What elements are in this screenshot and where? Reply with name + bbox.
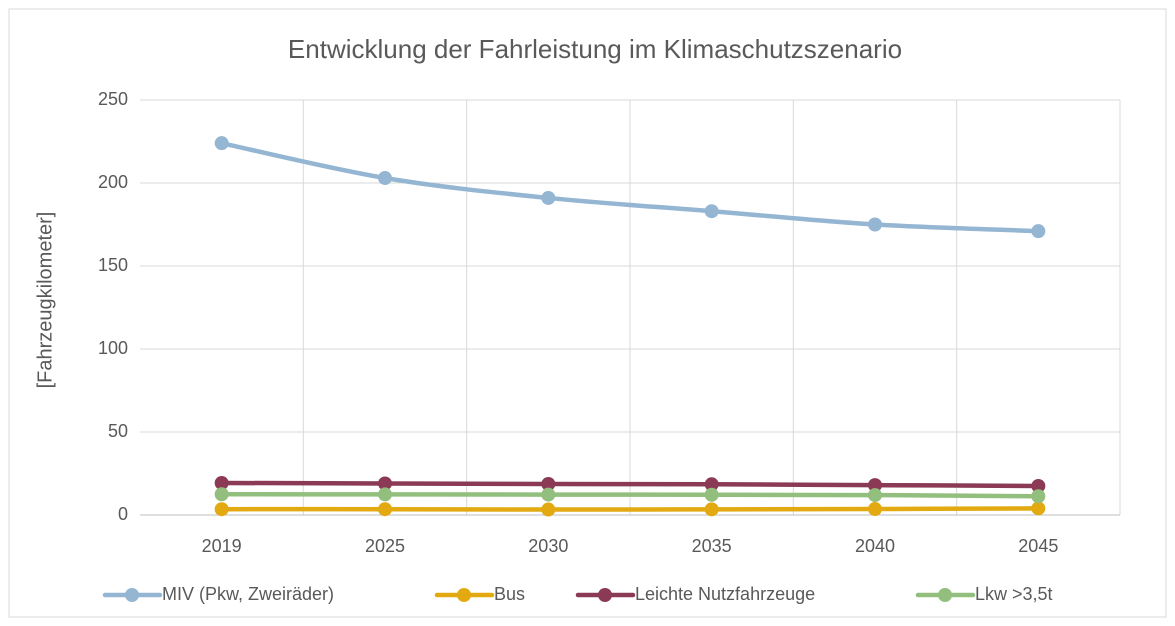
marker — [378, 171, 392, 186]
marker — [378, 487, 392, 502]
legend-marker — [125, 588, 139, 602]
x-tick-label: 2019 — [202, 536, 242, 556]
x-tick-label: 2030 — [528, 536, 568, 556]
legend-label: Lkw >3,5t — [975, 584, 1053, 604]
marker — [541, 190, 556, 205]
y-tick-label: 50 — [108, 421, 128, 441]
x-tick-label: 2025 — [365, 536, 405, 556]
marker — [868, 478, 882, 493]
marker — [214, 502, 229, 517]
marker — [1031, 478, 1046, 493]
chart-frame — [8, 8, 1167, 618]
marker — [541, 487, 556, 502]
legend-label: Leichte Nutzfahrzeuge — [635, 584, 815, 604]
marker — [378, 476, 392, 491]
x-tick-label: 2035 — [692, 536, 732, 556]
series-line — [219, 506, 1041, 512]
chart-title: Entwicklung der Fahrleistung im Klimasch… — [288, 34, 902, 64]
legend-label: Bus — [494, 584, 525, 604]
marker — [704, 502, 719, 517]
marker — [704, 204, 719, 219]
marker — [378, 502, 392, 517]
marker — [1031, 501, 1046, 516]
legend-marker — [457, 588, 471, 602]
marker — [868, 502, 882, 517]
marker — [868, 217, 882, 232]
y-tick-label: 0 — [118, 504, 128, 524]
marker — [1031, 224, 1046, 239]
series-line — [219, 492, 1041, 499]
y-tick-label: 200 — [98, 172, 128, 192]
y-tick-label: 150 — [98, 255, 128, 275]
marker — [214, 475, 229, 490]
x-tick-label: 2040 — [855, 536, 895, 556]
y-tick-label: 250 — [98, 89, 128, 109]
x-tick-label: 2045 — [1018, 536, 1058, 556]
marker — [214, 487, 229, 502]
y-axis-label: [Fahrzeugkilometer] — [34, 212, 56, 389]
marker — [868, 488, 882, 503]
legend-marker — [598, 588, 612, 602]
legend-label: MIV (Pkw, Zweiräder) — [162, 584, 334, 604]
marker — [704, 477, 719, 492]
marker — [541, 502, 556, 517]
marker — [214, 136, 229, 151]
marker — [541, 476, 556, 491]
legend-marker — [938, 588, 952, 602]
series-line — [219, 480, 1041, 489]
marker — [1031, 489, 1046, 504]
y-tick-label: 100 — [98, 338, 128, 358]
marker — [704, 487, 719, 502]
series-line — [219, 140, 1041, 234]
